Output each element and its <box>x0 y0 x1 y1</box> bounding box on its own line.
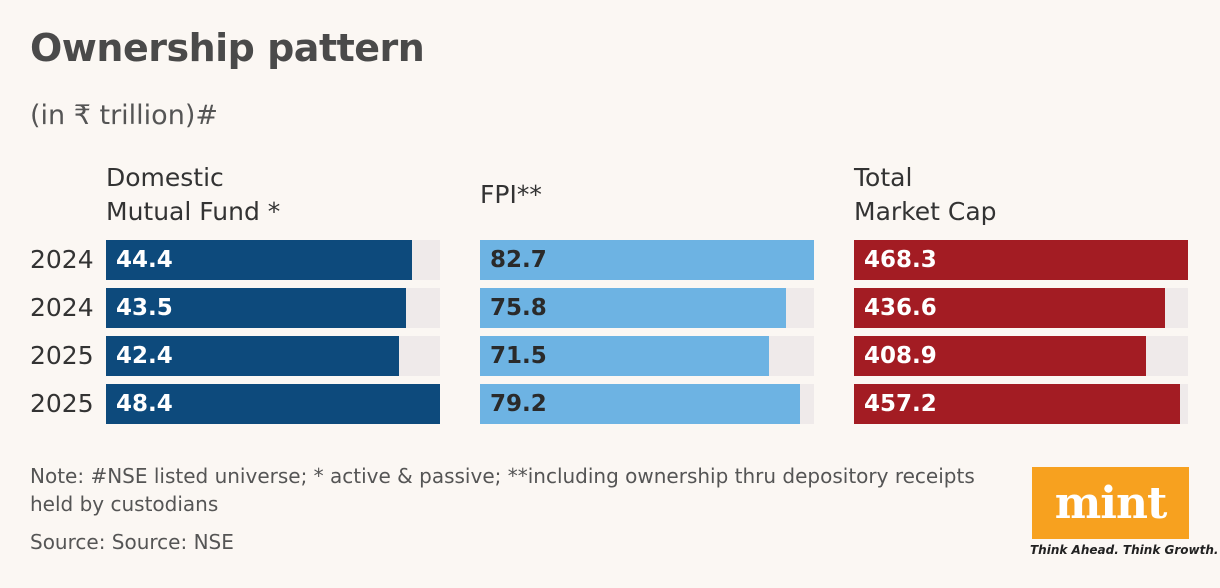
bar-track: 42.4 <box>106 336 440 376</box>
bar-domestic <box>106 240 412 280</box>
bar-track: 82.7 <box>480 240 814 280</box>
row-label-year: 2024 <box>30 293 94 322</box>
bar-value-label: 79.2 <box>490 391 547 417</box>
source-line: Source: Source: NSE <box>30 530 234 554</box>
footnote: Note: #NSE listed universe; * active & p… <box>30 464 975 516</box>
row-label-year: 2024 <box>30 245 94 274</box>
bar-fpi <box>480 240 814 280</box>
chart-subtitle: (in ₹ trillion)# <box>30 100 218 131</box>
column-header-text: Domestic Mutual Fund * <box>106 163 281 226</box>
bar-total <box>854 240 1188 280</box>
bar-value-label: 408.9 <box>864 343 937 369</box>
mint-logo-text: mint <box>1054 477 1168 529</box>
bar-fpi <box>480 384 800 424</box>
column-header-fpi: FPI** <box>480 160 810 230</box>
bar-total <box>854 384 1180 424</box>
bar-track: 43.5 <box>106 288 440 328</box>
bar-value-label: 82.7 <box>490 247 547 273</box>
bar-value-label: 42.4 <box>116 343 173 369</box>
bar-track: 436.6 <box>854 288 1188 328</box>
row-label-year: 2025 <box>30 389 94 418</box>
column-header-total: Total Market Cap <box>854 160 1184 230</box>
bar-domestic <box>106 384 440 424</box>
column-header-text: Total Market Cap <box>854 163 997 226</box>
bar-value-label: 43.5 <box>116 295 173 321</box>
bar-track: 48.4 <box>106 384 440 424</box>
bar-track: 71.5 <box>480 336 814 376</box>
bar-fpi <box>480 288 786 328</box>
bar-domestic <box>106 288 406 328</box>
chart-title: Ownership pattern <box>30 26 425 70</box>
bar-value-label: 457.2 <box>864 391 937 417</box>
bar-value-label: 436.6 <box>864 295 937 321</box>
bar-track: 468.3 <box>854 240 1188 280</box>
bar-total <box>854 336 1146 376</box>
column-header-domestic: Domestic Mutual Fund * <box>106 160 436 230</box>
bar-track: 44.4 <box>106 240 440 280</box>
bar-track: 79.2 <box>480 384 814 424</box>
bar-value-label: 71.5 <box>490 343 547 369</box>
bar-total <box>854 288 1165 328</box>
bar-track: 75.8 <box>480 288 814 328</box>
bar-value-label: 75.8 <box>490 295 547 321</box>
mint-tagline: Think Ahead. Think Growth. <box>1030 543 1219 557</box>
bar-fpi <box>480 336 769 376</box>
row-label-year: 2025 <box>30 341 94 370</box>
bar-value-label: 468.3 <box>864 247 937 273</box>
bar-value-label: 44.4 <box>116 247 173 273</box>
bar-track: 408.9 <box>854 336 1188 376</box>
bar-track: 457.2 <box>854 384 1188 424</box>
bar-value-label: 48.4 <box>116 391 173 417</box>
bar-domestic <box>106 336 399 376</box>
column-header-text: FPI** <box>480 180 542 209</box>
mint-logo: mint <box>1032 467 1189 539</box>
